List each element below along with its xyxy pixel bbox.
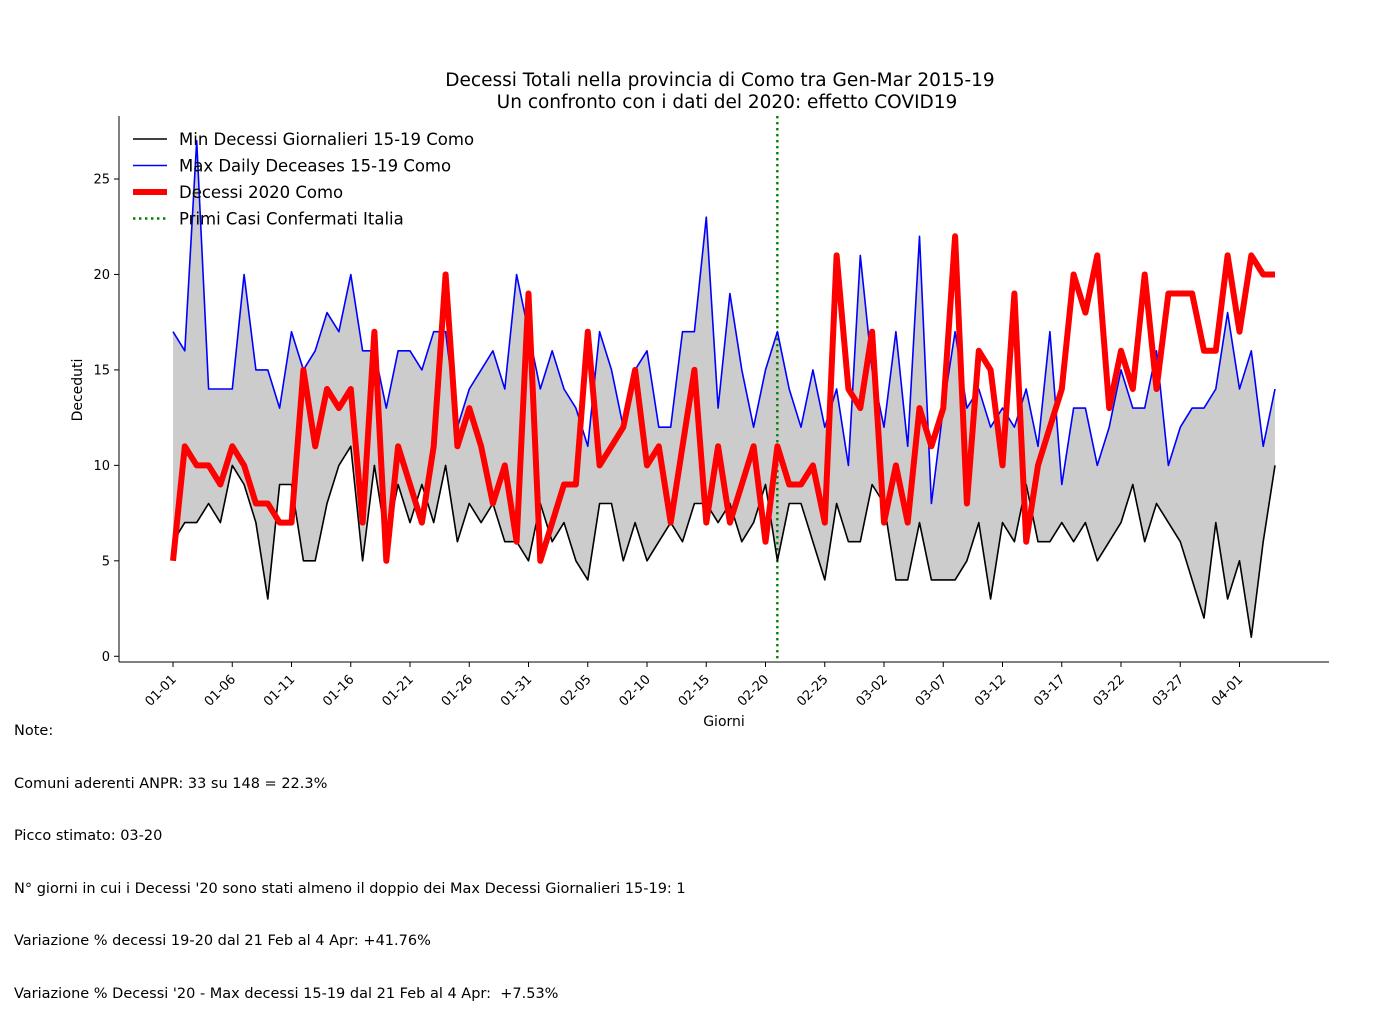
chart-title: Decessi Totali nella provincia di Como t… [445, 70, 994, 91]
x-tick-label: 04-01 [1209, 672, 1246, 709]
note-line: Variazione % Decessi '20 - Max decessi 1… [14, 985, 559, 1002]
note-line: Comuni aderenti ANPR: 33 su 148 = 22.3% [14, 775, 328, 792]
x-axis-label: Giorni [703, 714, 745, 730]
y-tick-label: 20 [93, 268, 110, 283]
notes: Note: Comuni aderenti ANPR: 33 su 148 = … [14, 688, 686, 1021]
legend-label: Primi Casi Confermati Italia [179, 210, 404, 229]
y-tick-label: 15 [93, 363, 110, 378]
x-tick-label: 03-22 [1091, 672, 1128, 709]
x-tick-label: 03-27 [1150, 672, 1187, 709]
y-tick-label: 0 [102, 650, 110, 665]
note-line: N° giorni in cui i Decessi '20 sono stat… [14, 880, 686, 897]
notes-heading: Note: [14, 723, 54, 739]
legend-label: Min Decessi Giornalieri 15-19 Como [179, 130, 474, 149]
legend: Min Decessi Giornalieri 15-19 Como Max Da… [133, 130, 474, 229]
y-tick-label: 25 [93, 173, 110, 188]
chart: Decessi Totali nella provincia di Como t… [70, 70, 1329, 730]
series-line-max [172, 140, 1276, 505]
x-tick-label: 02-25 [794, 672, 831, 709]
legend-label: Max Daily Deceases 15-19 Como [179, 157, 451, 176]
series-line-min [172, 445, 1276, 639]
plot-area [170, 116, 1276, 662]
series-line-2020 [170, 233, 1275, 564]
x-tick-label: 02-20 [735, 672, 772, 709]
legend-label: Decessi 2020 Como [179, 183, 343, 202]
chart-subtitle: Un confronto con i dati del 2020: effett… [497, 92, 958, 113]
min-max-fill-area [173, 140, 1275, 638]
y-tick-label: 5 [102, 554, 110, 569]
note-line: Picco stimato: 03-20 [14, 828, 163, 844]
x-tick-label: 03-17 [1031, 672, 1068, 709]
y-axis-label: Deceduti [70, 359, 86, 422]
x-tick-label: 03-02 [854, 672, 891, 709]
x-tick-label: 03-07 [913, 672, 950, 709]
x-tick-label: 03-12 [972, 672, 1009, 709]
y-tick-label: 10 [93, 459, 110, 474]
note-line: Variazione % decessi 19-20 dal 21 Feb al… [14, 933, 431, 949]
